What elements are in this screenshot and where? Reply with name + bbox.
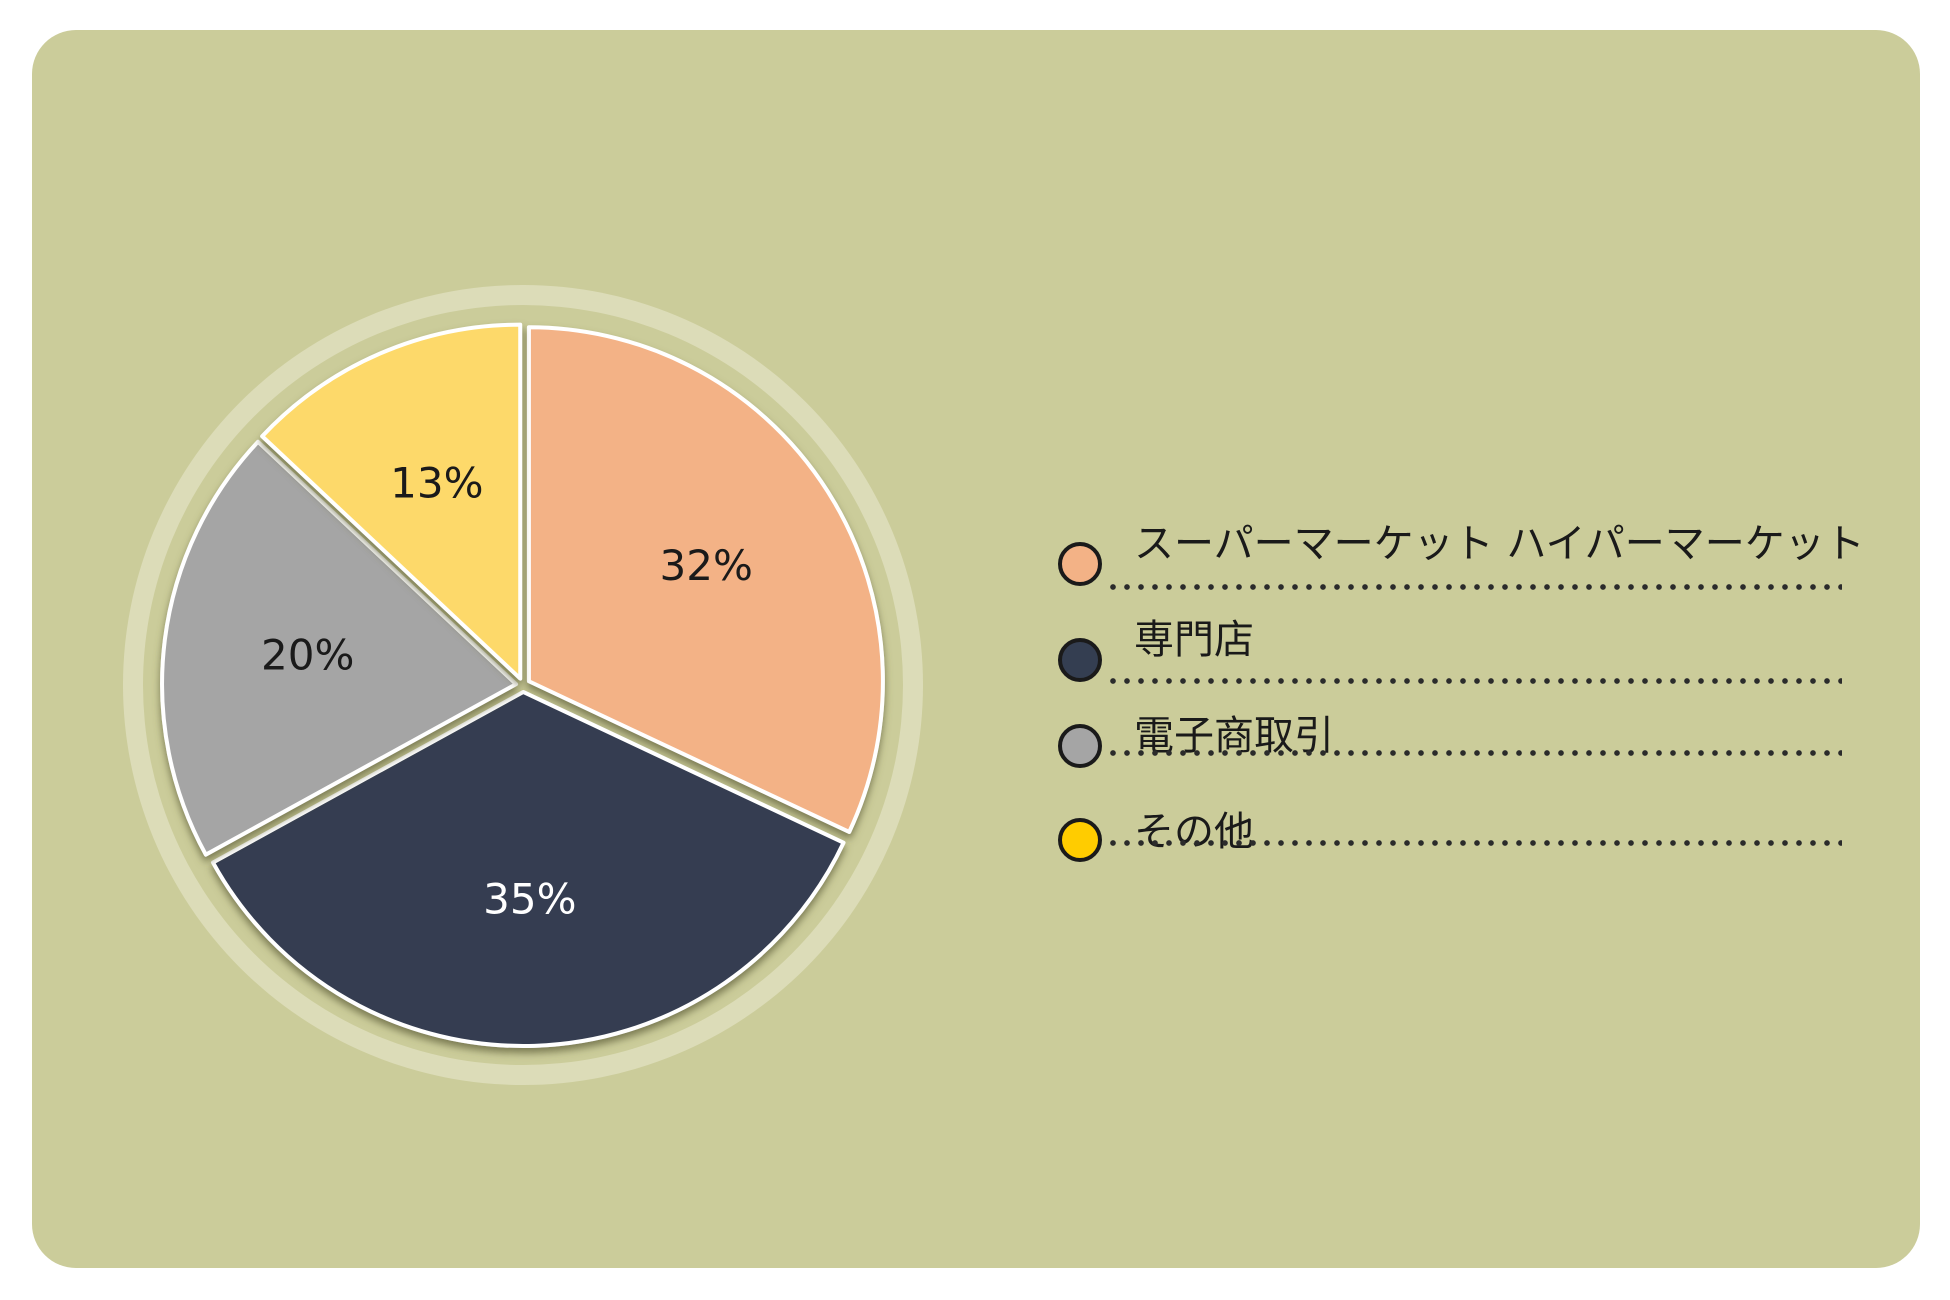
legend-label-supermarket: スーパーマーケット ハイパーマーケット xyxy=(1134,521,1865,567)
slice-label-supermarket: 32% xyxy=(660,541,753,590)
legend-swatch-ecommerce xyxy=(1058,724,1102,768)
legend-swatch-other xyxy=(1058,818,1102,862)
slice-label-specialty-store: 35% xyxy=(483,874,576,923)
chart-card: 32% 35% 20% 13% スーパーマーケット ハイパーマーケット 専門店 電子商… xyxy=(32,30,1920,1268)
legend-item-other: その他 xyxy=(1054,808,1874,904)
pie-slice-supermarket xyxy=(526,325,885,834)
legend-label-specialty-store: 専門店 xyxy=(1134,617,1254,663)
legend-dotted-line xyxy=(1106,840,1842,846)
legend-dotted-line xyxy=(1106,678,1842,684)
pie-slices xyxy=(160,322,885,1048)
legend-label-other: その他 xyxy=(1134,809,1254,855)
pie-slice-other xyxy=(260,322,523,681)
pie-chart: 32% 35% 20% 13% xyxy=(123,285,923,1085)
pie-slice-specialty-store xyxy=(211,689,846,1048)
slice-label-other: 13% xyxy=(390,458,483,507)
pie-slice-ecommerce xyxy=(160,439,519,857)
legend-dotted-line xyxy=(1106,750,1842,756)
legend-item-specialty-store: 専門店 xyxy=(1054,616,1874,712)
pie-slice-labels: 32% 35% 20% 13% xyxy=(261,458,753,923)
legend-swatch-specialty-store xyxy=(1058,638,1102,682)
legend-dotted-line xyxy=(1106,584,1842,590)
legend-swatch-supermarket xyxy=(1058,542,1102,586)
slice-label-ecommerce: 20% xyxy=(261,630,354,679)
legend-item-ecommerce: 電子商取引 xyxy=(1054,712,1874,808)
legend: スーパーマーケット ハイパーマーケット 専門店 電子商取引 その他 xyxy=(1054,520,1874,904)
legend-item-supermarket: スーパーマーケット ハイパーマーケット xyxy=(1054,520,1874,616)
